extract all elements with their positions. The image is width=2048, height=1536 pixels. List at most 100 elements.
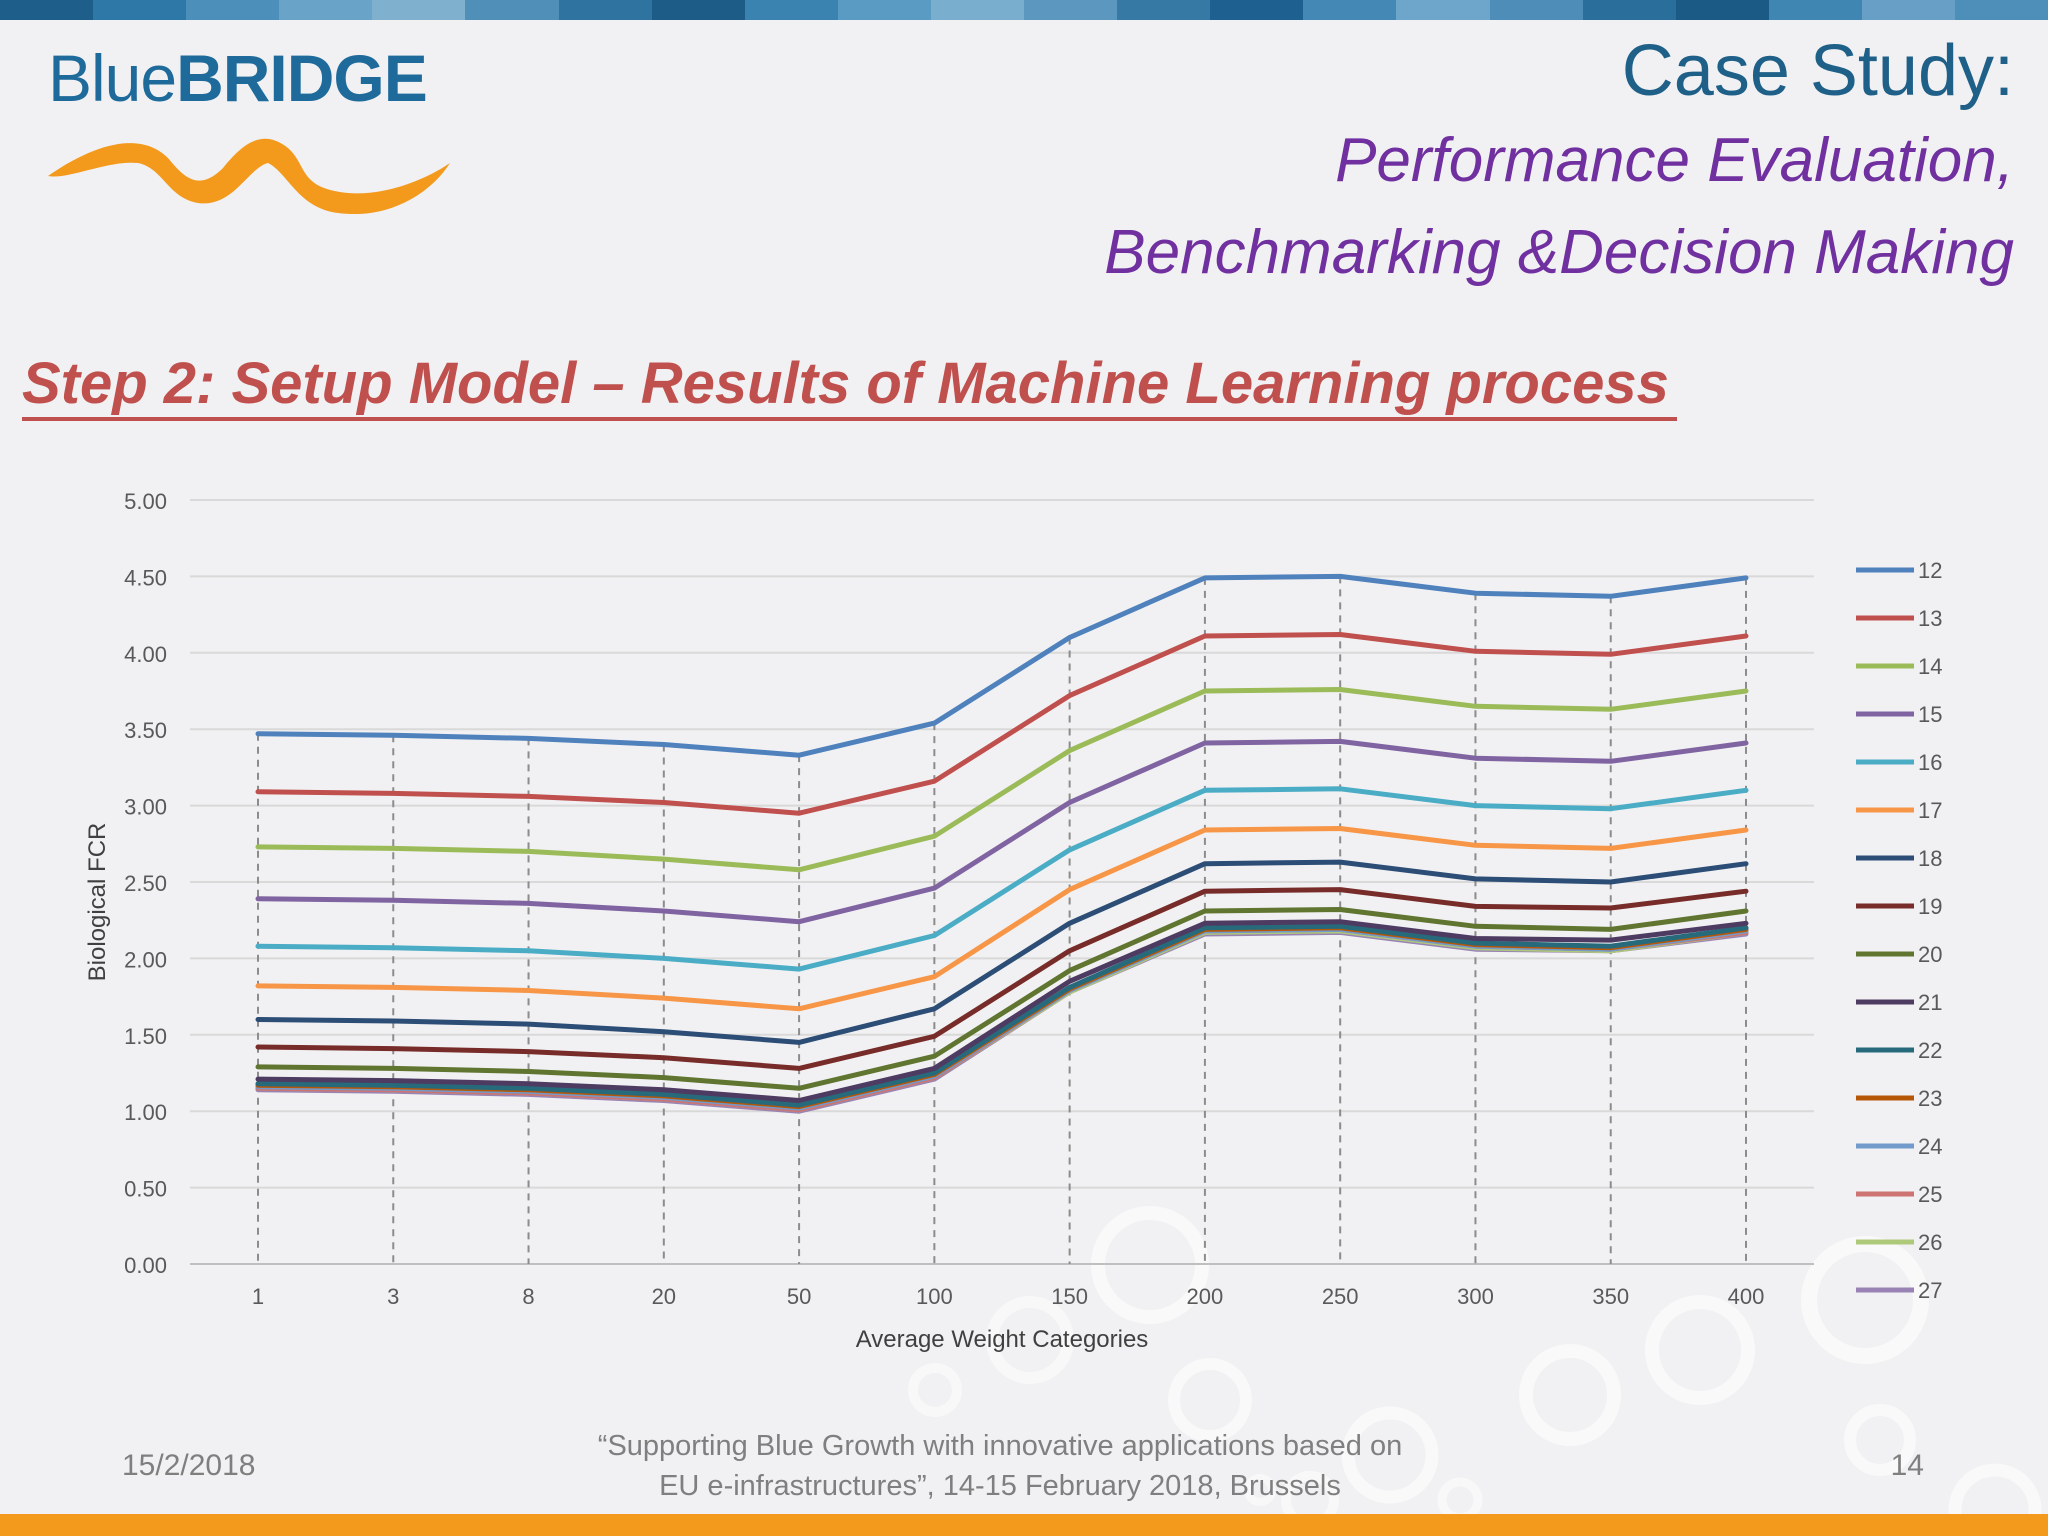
x-tick-label: 300 (1457, 1284, 1494, 1309)
top-bar-segment (0, 0, 94, 20)
deco-circle (1437, 1477, 1483, 1523)
legend-label-21: 21 (1918, 990, 1942, 1015)
deco-circle (1168, 1358, 1252, 1442)
footer-quote: “Supporting Blue Growth with innovative … (560, 1426, 1440, 1506)
x-tick-label: 50 (787, 1284, 811, 1309)
x-tick-label: 8 (522, 1284, 534, 1309)
x-tick-label: 200 (1187, 1284, 1224, 1309)
top-bar-segment (1117, 0, 1211, 20)
top-bar-segment (93, 0, 187, 20)
x-tick-label: 1 (252, 1284, 264, 1309)
top-bar-segment (465, 0, 559, 20)
subtitle-line-1: Performance Evaluation, (1335, 126, 2014, 195)
series-line-15 (255, 738, 1749, 925)
bluebridge-logo: BlueBRIDGE (48, 38, 468, 218)
top-bar-segment (1303, 0, 1397, 20)
top-bar-segment (1675, 0, 1769, 20)
legend-label-19: 19 (1918, 894, 1942, 919)
top-bar-segment (279, 0, 373, 20)
x-tick-label: 350 (1592, 1284, 1629, 1309)
legend-label-15: 15 (1918, 702, 1942, 727)
subtitle-line-2: Benchmarking &Decision Making (1104, 218, 2014, 287)
top-bar-segment (744, 0, 838, 20)
series-line-22 (255, 923, 1749, 1108)
step-title: Step 2: Setup Model – Results of Machine… (22, 351, 1669, 416)
series-line-23 (255, 925, 1749, 1110)
x-tick-label: 250 (1322, 1284, 1359, 1309)
logo-text-light: Blue (48, 41, 177, 115)
page-number: 14 (1890, 1449, 1924, 1482)
y-tick-label: 3.00 (124, 795, 167, 820)
x-axis-label: Average Weight Categories (856, 1326, 1149, 1353)
y-tick-label: 5.00 (124, 489, 167, 514)
top-bar-segment (837, 0, 931, 20)
top-bar-segment (1861, 0, 1955, 20)
legend-label-12: 12 (1918, 558, 1942, 583)
logo-wordmark: BlueBRIDGE (48, 38, 428, 118)
top-bar-segment (372, 0, 466, 20)
top-bar-segment (1024, 0, 1118, 20)
top-bar-segment (558, 0, 652, 20)
deco-circle (1519, 1344, 1621, 1446)
legend-label-24: 24 (1918, 1134, 1942, 1159)
x-tick-label: 20 (652, 1284, 676, 1309)
case-study-title: Case Study: (1621, 31, 2014, 111)
deco-circle (1244, 1474, 1276, 1506)
y-tick-label: 1.50 (124, 1024, 167, 1049)
x-tick-label: 100 (916, 1284, 953, 1309)
y-tick-label: 0.00 (124, 1253, 167, 1278)
series-line-17 (255, 826, 1749, 1012)
y-tick-label: 4.50 (124, 565, 167, 590)
top-bar-segment (1768, 0, 1862, 20)
logo-text-bold: BRIDGE (176, 41, 428, 115)
legend-label-13: 13 (1918, 606, 1942, 631)
series-line-12 (255, 573, 1749, 758)
legend-label-27: 27 (1918, 1278, 1942, 1303)
top-bar-segment (1954, 0, 2048, 20)
footer-quote-line-2: EU e-infrastructures”, 14-15 February 20… (659, 1470, 1341, 1502)
top-bar-segment (1489, 0, 1583, 20)
y-tick-label: 3.50 (124, 718, 167, 743)
top-color-bar (0, 0, 2048, 20)
legend-label-22: 22 (1918, 1038, 1942, 1063)
y-tick-label: 2.00 (124, 947, 167, 972)
legend-label-14: 14 (1918, 654, 1942, 679)
bottom-orange-bar (0, 1514, 2048, 1536)
series-line-21 (255, 919, 1749, 1103)
legend-label-25: 25 (1918, 1182, 1942, 1207)
footer-date: 15/2/2018 (122, 1449, 256, 1482)
series-line-18 (255, 859, 1749, 1045)
deco-circle (1948, 1463, 2042, 1536)
y-tick-label: 4.00 (124, 642, 167, 667)
top-bar-segment (651, 0, 745, 20)
legend-label-23: 23 (1918, 1086, 1942, 1111)
deco-circle (908, 1363, 962, 1417)
step-title-underline (22, 417, 1677, 421)
y-tick-label: 0.50 (124, 1177, 167, 1202)
legend-label-17: 17 (1918, 798, 1942, 823)
deco-circle (1645, 1295, 1755, 1405)
top-bar-segment (186, 0, 280, 20)
top-bar-segment (1582, 0, 1676, 20)
legend-label-16: 16 (1918, 750, 1942, 775)
legend-label-26: 26 (1918, 1230, 1942, 1255)
footer-quote-line-1: “Supporting Blue Growth with innovative … (597, 1430, 1403, 1462)
x-tick-label: 3 (387, 1284, 399, 1309)
x-tick-label: 400 (1728, 1284, 1765, 1309)
logo-wave-icon (48, 138, 450, 215)
series-line-14 (255, 687, 1749, 873)
top-bar-segment (930, 0, 1025, 20)
y-tick-label: 1.00 (124, 1100, 167, 1125)
x-tick-label: 150 (1051, 1284, 1088, 1309)
line-chart: 0.00 0.50 1.00 1.50 2.00 2.50 3.00 3.50 4.00 4.50… (84, 489, 1942, 1353)
legend-label-18: 18 (1918, 846, 1942, 871)
deco-circle (1341, 1406, 1439, 1504)
deco-circle (986, 1296, 1074, 1384)
series-line-16 (255, 786, 1749, 972)
top-bar-segment (1210, 0, 1304, 20)
y-axis-label: Biological FCR (84, 823, 111, 982)
series-line-19 (255, 887, 1749, 1071)
legend-label-20: 20 (1918, 942, 1942, 967)
deco-circle (1844, 1404, 1916, 1476)
y-tick-label: 2.50 (124, 871, 167, 896)
